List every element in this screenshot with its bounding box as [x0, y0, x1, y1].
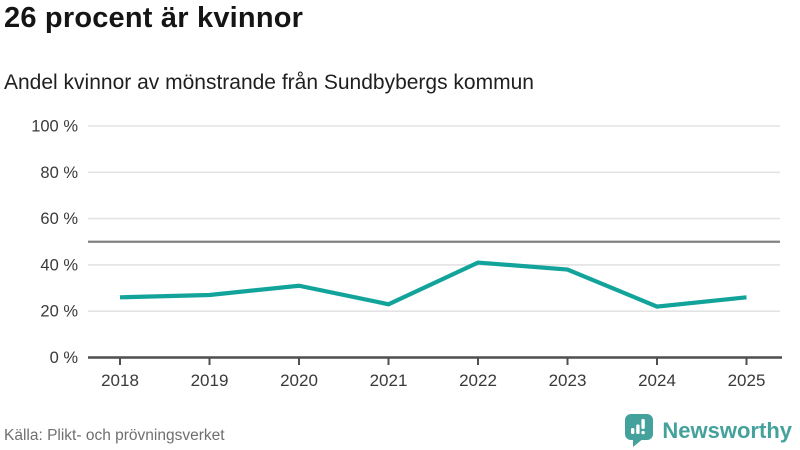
x-tick-label: 2018: [101, 371, 139, 390]
logo-exclamation-stem: [641, 419, 646, 429]
y-tick-label: 60 %: [40, 210, 78, 228]
x-tick-label: 2019: [191, 371, 229, 390]
logo-bar-1: [631, 428, 635, 434]
x-tick-label: 2024: [638, 371, 676, 390]
newsworthy-logo: Newsworthy: [624, 413, 792, 448]
x-tick-label: 2025: [728, 371, 766, 390]
x-tick-label: 2023: [549, 371, 587, 390]
brand-name: Newsworthy: [662, 417, 792, 443]
y-tick-label: 0 %: [50, 349, 79, 367]
y-tick-label: 40 %: [40, 256, 78, 274]
x-tick-label: 2022: [459, 371, 497, 390]
y-tick-label: 20 %: [40, 303, 78, 321]
y-tick-label: 100 %: [31, 118, 78, 136]
chart-subtitle: Andel kvinnor av mönstrande från Sundbyb…: [4, 71, 534, 94]
y-tick-label: 80 %: [40, 164, 78, 182]
x-tick-label: 2021: [370, 371, 408, 390]
x-tick-label: 2020: [280, 371, 318, 390]
logo-bubble-tail: [633, 438, 645, 447]
data-line: [119, 260, 747, 309]
source-note: Källa: Plikt- och prövningsverket: [4, 427, 225, 444]
newsworthy-bubble-chart-icon: [625, 414, 654, 447]
logo-bar-2: [636, 424, 641, 434]
logo-exclamation-dot: [641, 431, 646, 435]
page-title: 26 procent är kvinnor: [4, 2, 304, 34]
